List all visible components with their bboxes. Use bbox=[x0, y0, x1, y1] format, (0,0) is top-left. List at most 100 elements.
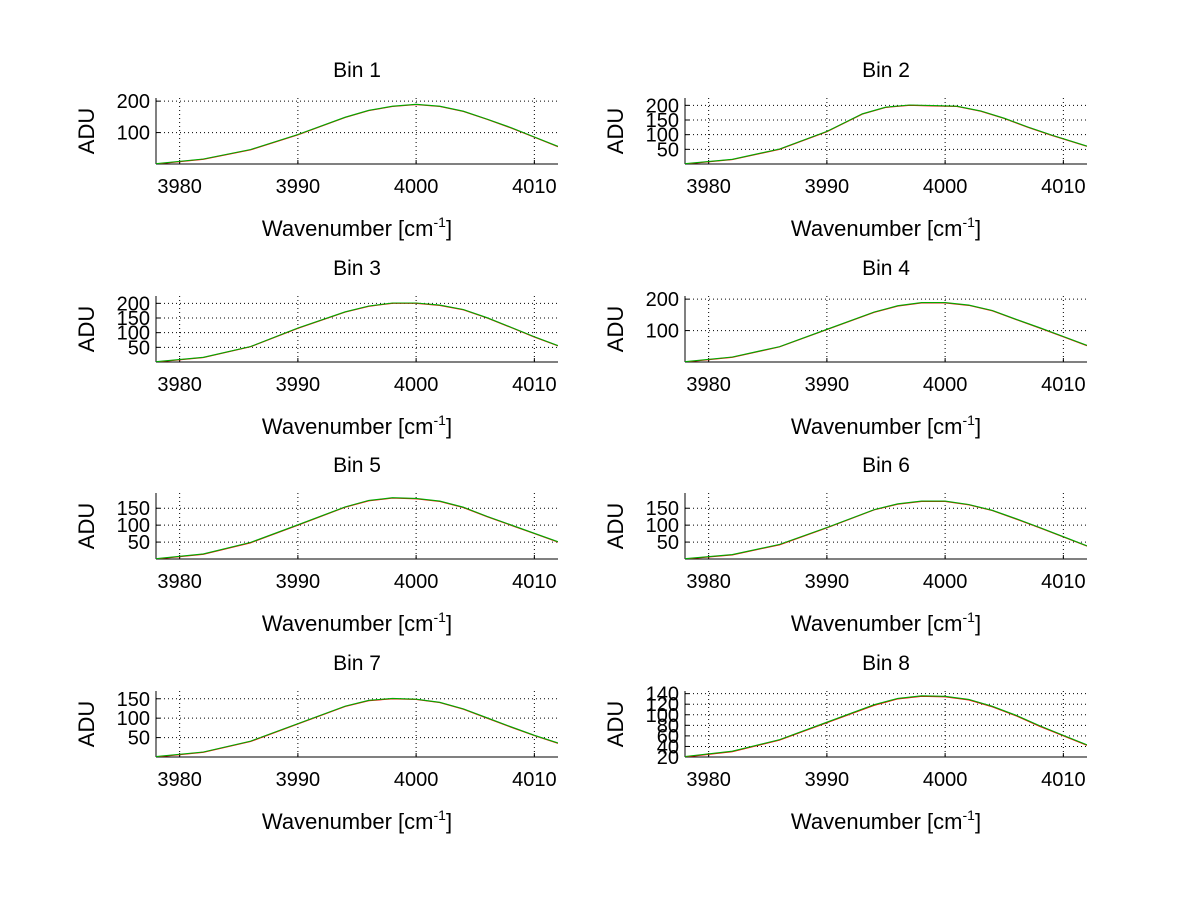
x-tick-label: 4010 bbox=[512, 176, 557, 198]
x-tick-label: 4010 bbox=[1041, 571, 1086, 593]
x-axis-label-sup: -1 bbox=[963, 412, 976, 428]
y-tick-label: 200 bbox=[646, 289, 679, 311]
subplot-title: Bin 3 bbox=[333, 257, 381, 280]
subplot-title: Bin 7 bbox=[333, 652, 381, 675]
series-line-2 bbox=[685, 104, 1087, 164]
series-line-1 bbox=[685, 500, 1087, 559]
series-line-2 bbox=[156, 497, 558, 559]
x-axis-label-main: Wavenumber [cm bbox=[791, 216, 963, 241]
y-axis-label: ADU bbox=[603, 306, 628, 352]
x-axis-label-main: Wavenumber [cm bbox=[791, 809, 963, 834]
subplot-title: Bin 1 bbox=[333, 59, 381, 82]
x-tick-label: 3990 bbox=[276, 176, 321, 198]
x-tick-label: 4010 bbox=[1041, 176, 1086, 198]
y-tick-label: 50 bbox=[657, 532, 679, 554]
x-tick-label: 3990 bbox=[805, 176, 850, 198]
y-tick-label: 150 bbox=[117, 498, 150, 520]
x-tick-label: 3990 bbox=[805, 374, 850, 396]
x-axis-label-close: ] bbox=[446, 809, 452, 834]
x-axis-label-close: ] bbox=[446, 414, 452, 439]
subplot-title: Bin 6 bbox=[862, 454, 910, 477]
x-axis-label-main: Wavenumber [cm bbox=[791, 414, 963, 439]
x-tick-label: 4000 bbox=[394, 571, 439, 593]
y-tick-label: 200 bbox=[117, 91, 150, 113]
y-tick-label: 200 bbox=[117, 293, 150, 315]
x-tick-label: 4000 bbox=[394, 176, 439, 198]
x-axis-label-sup: -1 bbox=[434, 412, 447, 428]
series-line-1 bbox=[156, 698, 558, 757]
x-axis-label: Wavenumber [cm-1] bbox=[262, 609, 452, 636]
x-tick-label: 4010 bbox=[1041, 374, 1086, 396]
y-axis-label: ADU bbox=[74, 306, 99, 352]
subplot-4: Bin 4 3980 3990 4000 4010 100 200 Wavenumber [c… bbox=[603, 257, 1087, 439]
y-tick-label: 60 bbox=[657, 726, 679, 748]
x-tick-label: 3980 bbox=[686, 571, 731, 593]
y-tick-label: 150 bbox=[646, 110, 679, 132]
x-axis-label: Wavenumber [cm-1] bbox=[791, 214, 981, 241]
x-tick-label: 3980 bbox=[686, 769, 731, 791]
x-tick-label: 4010 bbox=[1041, 769, 1086, 791]
series-line-2 bbox=[156, 103, 558, 164]
y-axis-label: ADU bbox=[74, 701, 99, 747]
x-axis-label-close: ] bbox=[446, 611, 452, 636]
y-tick-label: 100 bbox=[646, 321, 679, 343]
series-line-2 bbox=[685, 500, 1087, 559]
y-tick-label: 140 bbox=[646, 684, 679, 706]
x-axis-label: Wavenumber [cm-1] bbox=[791, 412, 981, 439]
y-tick-label: 80 bbox=[657, 715, 679, 737]
x-tick-label: 4000 bbox=[923, 176, 968, 198]
x-axis-label-close: ] bbox=[975, 414, 981, 439]
x-tick-label: 4000 bbox=[394, 769, 439, 791]
subplot-1: Bin 1 3980 3990 4000 4010 100 200 Wavenumber [c… bbox=[74, 59, 558, 241]
y-tick-label: 40 bbox=[657, 736, 679, 758]
y-tick-label: 100 bbox=[646, 125, 679, 147]
series-line-2 bbox=[685, 695, 1087, 757]
x-axis-label: Wavenumber [cm-1] bbox=[262, 807, 452, 834]
x-axis-label-sup: -1 bbox=[434, 609, 447, 625]
y-tick-label: 200 bbox=[646, 95, 679, 117]
series-line-1 bbox=[685, 302, 1087, 362]
x-tick-label: 3990 bbox=[276, 374, 321, 396]
y-axis-label: ADU bbox=[74, 503, 99, 549]
subplot-title: Bin 2 bbox=[862, 59, 910, 82]
x-tick-label: 3980 bbox=[157, 571, 202, 593]
x-tick-label: 3990 bbox=[805, 571, 850, 593]
x-axis-label: Wavenumber [cm-1] bbox=[262, 214, 452, 241]
y-tick-label: 100 bbox=[117, 323, 150, 345]
x-tick-label: 3980 bbox=[157, 176, 202, 198]
x-axis-label: Wavenumber [cm-1] bbox=[791, 609, 981, 636]
x-tick-label: 4000 bbox=[923, 571, 968, 593]
x-axis-label-sup: -1 bbox=[963, 214, 976, 230]
y-tick-label: 50 bbox=[128, 532, 150, 554]
x-axis-label-main: Wavenumber [cm bbox=[262, 809, 434, 834]
x-tick-label: 4000 bbox=[923, 374, 968, 396]
x-tick-label: 3980 bbox=[157, 374, 202, 396]
x-tick-label: 3980 bbox=[686, 176, 731, 198]
x-axis-label-sup: -1 bbox=[434, 807, 447, 823]
y-tick-label: 120 bbox=[646, 694, 679, 716]
subplot-title: Bin 8 bbox=[862, 652, 910, 675]
series-line-2 bbox=[156, 697, 558, 757]
x-axis-label-close: ] bbox=[975, 611, 981, 636]
y-tick-label: 100 bbox=[117, 123, 150, 145]
x-axis-label: Wavenumber [cm-1] bbox=[262, 412, 452, 439]
series-line-2 bbox=[156, 302, 558, 362]
y-tick-label: 50 bbox=[128, 728, 150, 750]
x-tick-label: 4000 bbox=[394, 374, 439, 396]
series-line-1 bbox=[156, 497, 558, 559]
x-tick-label: 3990 bbox=[805, 769, 850, 791]
x-axis-label-close: ] bbox=[975, 216, 981, 241]
y-axis-label: ADU bbox=[74, 108, 99, 154]
y-tick-label: 100 bbox=[117, 708, 150, 730]
x-tick-label: 4010 bbox=[512, 769, 557, 791]
y-axis-label: ADU bbox=[603, 701, 628, 747]
x-tick-label: 4010 bbox=[512, 571, 557, 593]
subplot-title: Bin 4 bbox=[862, 257, 910, 280]
